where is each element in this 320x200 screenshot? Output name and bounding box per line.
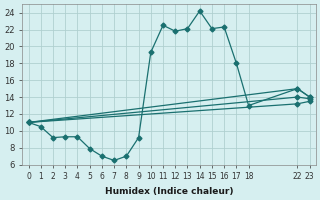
X-axis label: Humidex (Indice chaleur): Humidex (Indice chaleur) — [105, 187, 233, 196]
